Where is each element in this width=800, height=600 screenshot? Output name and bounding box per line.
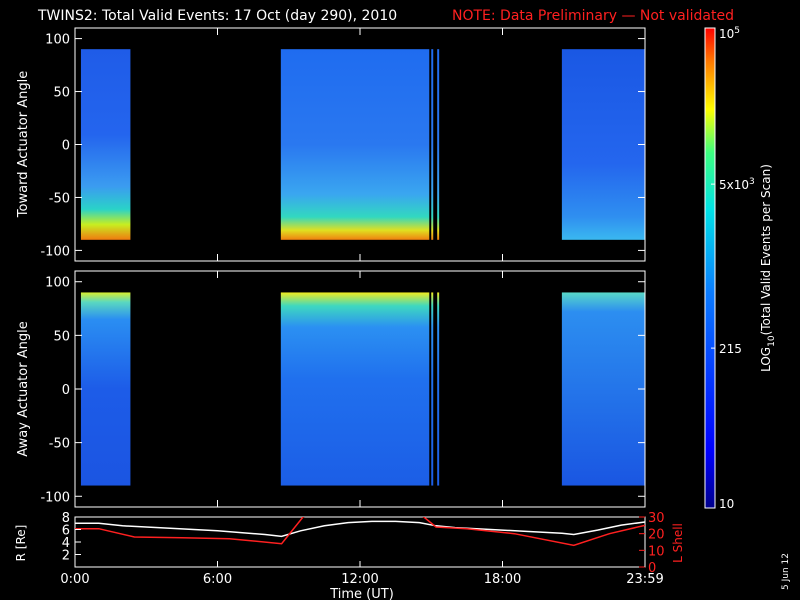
orbit-xlabel: Time (UT): [329, 587, 394, 600]
date-stamp: 5 Jun 12: [781, 553, 791, 590]
away-heatmap-block: [431, 292, 434, 486]
colorbar-label-prefix: LOG: [759, 347, 773, 372]
orbit-xtick-label: 6:00: [203, 572, 232, 587]
orbit-left-tick-label: 6: [62, 524, 70, 539]
ytick-label: 0: [62, 139, 70, 154]
away-heatmap: [80, 292, 645, 486]
colorbar-label-sub: 10: [767, 335, 777, 347]
away-heatmap-block: [80, 292, 131, 486]
orbit-right-tick-label: 20: [648, 528, 665, 543]
preliminary-note: NOTE: Data Preliminary — Not validated: [452, 8, 734, 24]
away-heatmap-block: [280, 292, 430, 486]
orbit-left-tick-label: 8: [62, 511, 70, 526]
colorbar-tick-label: 10: [719, 497, 734, 511]
ytick-label: 0: [62, 383, 70, 398]
away-heatmap-block: [437, 292, 440, 486]
colorbar-label: LOG10(Total Valid Events per Scan): [759, 164, 777, 372]
away-panel: 100 50 0 -50 -100 Away Actuator Angle: [16, 270, 646, 508]
toward-heatmap-block: [80, 49, 131, 240]
colorbar-tick-label: 5x103: [719, 177, 755, 192]
toward-ylabel: Toward Actuator Angle: [16, 71, 31, 218]
radius-series-line: [75, 520, 645, 538]
ytick-label: -100: [40, 490, 70, 505]
orbit-right-ylabel: L Shell: [671, 523, 685, 563]
orbit-lines: [75, 517, 645, 547]
orbit-right-tick-label: 0: [648, 561, 656, 576]
ytick-label: 50: [53, 329, 70, 344]
orbit-left-tick-label: 4: [62, 536, 70, 551]
ytick-label: -50: [49, 191, 70, 206]
orbit-xtick-label: 12:00: [341, 572, 378, 587]
lshell-series-line: [75, 517, 645, 547]
orbit-xtick-label: 0:00: [60, 572, 89, 587]
orbit-xtick-label: 18:00: [484, 572, 521, 587]
away-yaxis: 100 50 0 -50 -100: [40, 271, 646, 507]
toward-heatmap-block: [437, 49, 440, 240]
colorbar-tick-label: 105: [719, 26, 740, 41]
orbit-xtick-label: 23:59: [626, 572, 663, 587]
toward-heatmap-block: [280, 49, 430, 240]
ytick-label: 100: [45, 276, 70, 291]
colorbar-label-rest: (Total Valid Events per Scan): [759, 164, 773, 335]
away-heatmap-block: [561, 292, 645, 486]
orbit-right-tick-label: 10: [648, 544, 665, 559]
toward-heatmap-block: [431, 49, 434, 240]
colorbar-scale: [704, 27, 716, 509]
toward-yaxis: 100 50 0 -50 -100: [40, 28, 646, 261]
ytick-label: 100: [45, 33, 70, 48]
orbit-left-ylabel: R [Re]: [14, 525, 28, 562]
orbit-left-tick-label: 2: [62, 549, 70, 564]
toward-heatmap-block: [561, 49, 645, 240]
ytick-label: 50: [53, 86, 70, 101]
colorbar-ticks: 10 215 5x103 105: [711, 26, 755, 511]
colorbar-tick-label: 215: [719, 342, 742, 356]
ytick-label: -50: [49, 437, 70, 452]
toward-heatmap: [80, 49, 645, 240]
away-ylabel: Away Actuator Angle: [16, 321, 31, 456]
toward-panel: 100 50 0 -50 -100 Toward Actuator Angle: [16, 27, 646, 262]
ytick-label: -100: [40, 244, 70, 259]
orbit-right-tick-label: 30: [648, 511, 665, 526]
chart-title: TWINS2: Total Valid Events: 17 Oct (day …: [37, 8, 397, 24]
